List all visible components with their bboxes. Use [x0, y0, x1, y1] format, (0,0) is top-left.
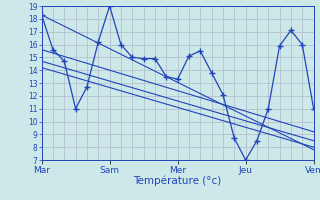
X-axis label: Température (°c): Température (°c) — [133, 176, 222, 186]
